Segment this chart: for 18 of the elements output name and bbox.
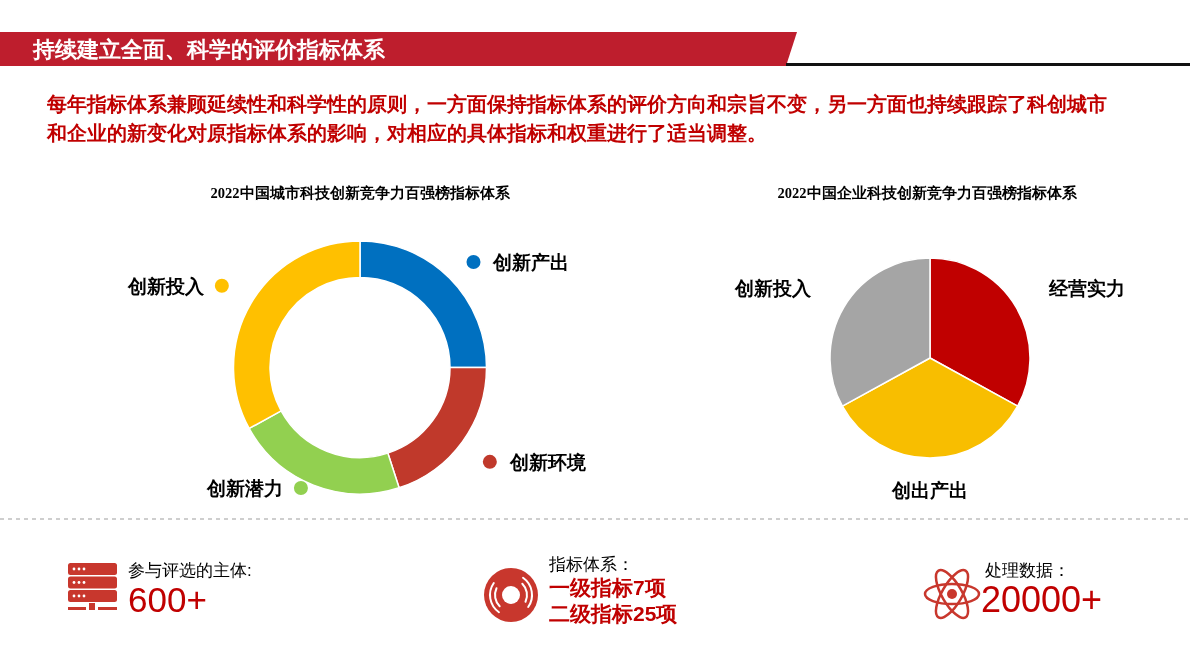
text: 指标体系： bbox=[548, 555, 634, 574]
legend-label: 创新环境 bbox=[508, 451, 586, 473]
text: 参与评选的主体: bbox=[128, 561, 252, 580]
slice-label: 创新投入 bbox=[126, 275, 205, 297]
chart-title: 2022中国城市科技创新竞争力百强榜指标体系 bbox=[210, 184, 511, 201]
chart-title: 2022中国企业科技创新竞争力百强榜指标体系 bbox=[777, 184, 1078, 201]
text: 一级指标7项 bbox=[549, 576, 666, 599]
slice-label: 经营实力 bbox=[1047, 277, 1125, 299]
text: 每年指标体系兼顾延续性和科学性的原则，一方面保持指标体系的评价方向和宗旨不变，另一方面也持续跟踪了科创城市和企业的新变化对原指标体系的影响，对相应的具体指标和权重进行了适当调整。 bbox=[46, 93, 1107, 144]
text: 600+ bbox=[128, 580, 207, 619]
slice-label: 创出产出 bbox=[891, 480, 968, 501]
text: 二级指标25项 bbox=[549, 602, 678, 625]
text: 持续建立全面、科学的评价指标体系 bbox=[32, 37, 386, 62]
slice-label: 创新投入 bbox=[734, 277, 813, 299]
text: 处理数据： bbox=[985, 561, 1070, 580]
slice-label: 创新潜力 bbox=[205, 478, 283, 499]
text: 20000+ bbox=[981, 579, 1103, 620]
legend-label: 创新产出 bbox=[492, 252, 570, 273]
